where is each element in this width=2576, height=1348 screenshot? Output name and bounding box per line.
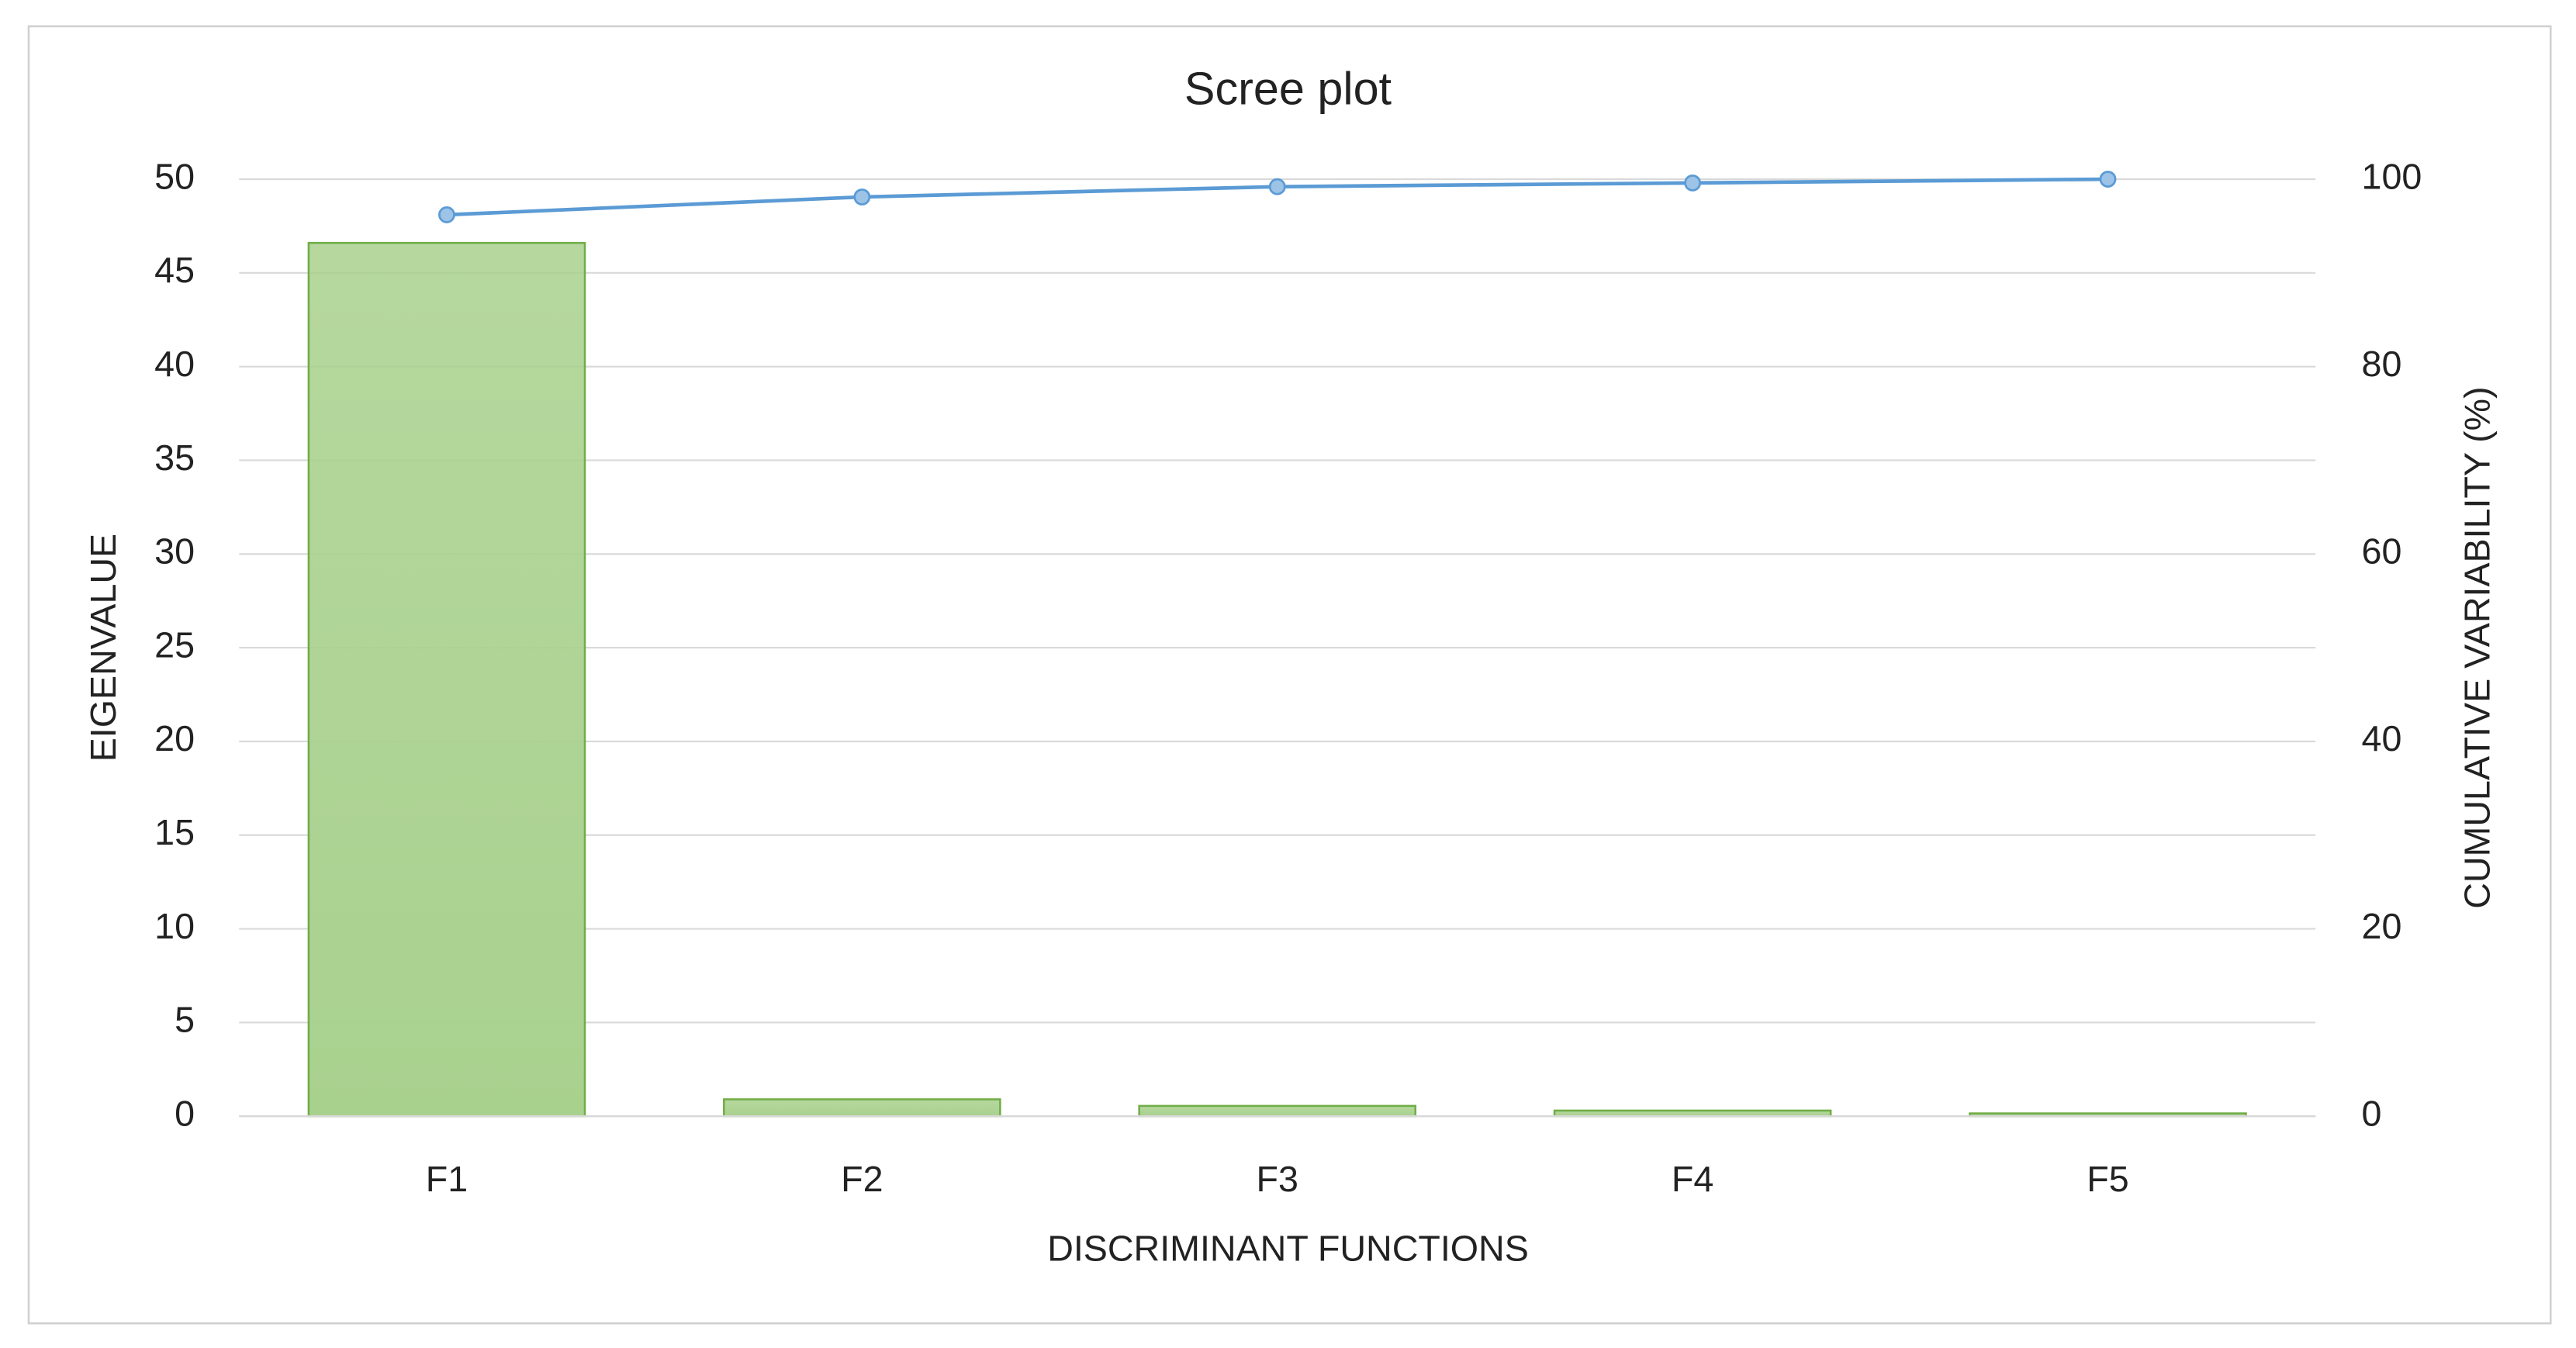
y-tick-label: 20 <box>154 718 195 759</box>
x-tick-label: F5 <box>2087 1159 2128 1199</box>
chart-title: Scree plot <box>1184 62 1392 114</box>
bar <box>307 241 586 1118</box>
y2-tick-label: 40 <box>2362 718 2402 759</box>
y-tick-label: 50 <box>154 156 195 196</box>
y-axis-label: EIGENVALUE <box>83 534 123 762</box>
y-tick-label: 45 <box>154 250 195 290</box>
y2-tick-label: 0 <box>2362 1093 2382 1133</box>
y-tick-label: 30 <box>154 531 195 572</box>
x-tick-label: F3 <box>1257 1159 1298 1199</box>
bar <box>723 1098 1001 1118</box>
y-tick-label: 35 <box>154 437 195 478</box>
bar <box>1138 1104 1417 1118</box>
y2-tick-label: 100 <box>2362 156 2422 196</box>
y2-axis-label: CUMULATIVE VARIABILITY (%) <box>2457 386 2497 908</box>
x-tick-label: F1 <box>426 1159 468 1199</box>
y-tick-label: 15 <box>154 812 195 852</box>
y2-tick-label: 20 <box>2362 906 2402 946</box>
line-marker <box>2099 171 2117 188</box>
line-marker <box>1268 178 1286 195</box>
line-marker <box>1684 174 1702 192</box>
x-tick-label: F2 <box>841 1159 883 1199</box>
x-tick-label: F4 <box>1672 1159 1713 1199</box>
line-marker <box>438 206 455 223</box>
y2-tick-label: 60 <box>2362 531 2402 572</box>
y2-tick-label: 80 <box>2362 344 2402 384</box>
x-axis-label: DISCRIMINANT FUNCTIONS <box>1047 1228 1529 1268</box>
y-tick-label: 25 <box>154 624 195 665</box>
y-tick-label: 0 <box>175 1093 195 1133</box>
y-tick-label: 10 <box>154 906 195 946</box>
y-tick-label: 40 <box>154 344 195 384</box>
line-marker <box>853 188 871 206</box>
y-tick-label: 5 <box>175 1000 195 1040</box>
